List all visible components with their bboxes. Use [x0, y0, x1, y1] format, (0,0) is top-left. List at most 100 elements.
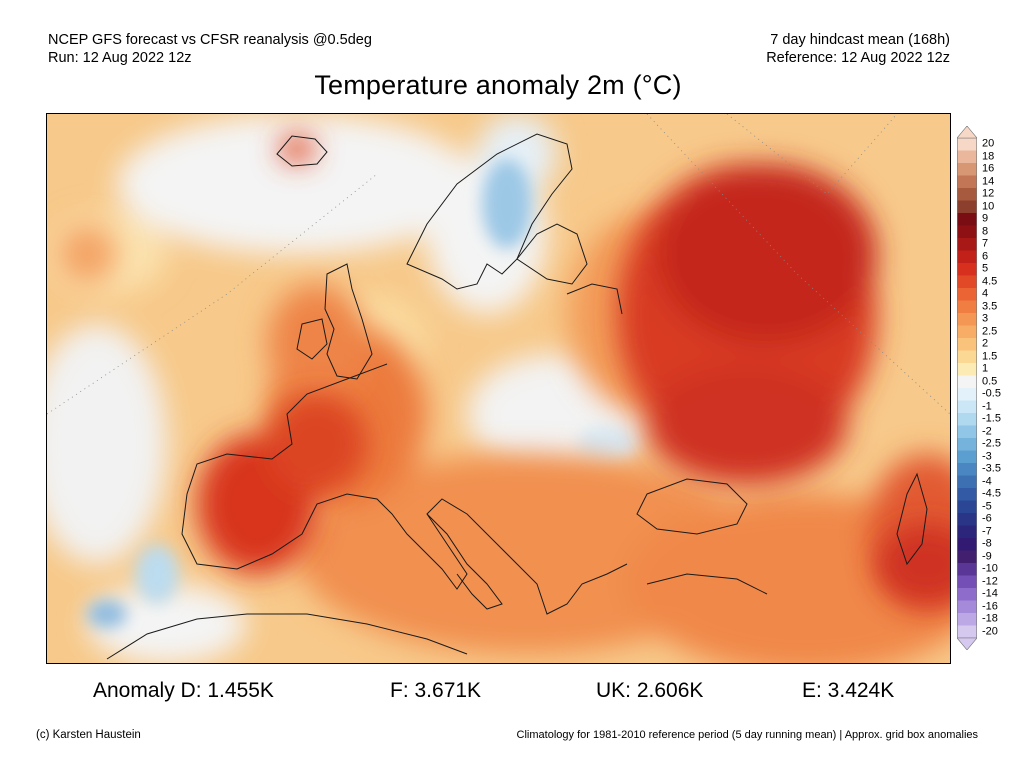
colorbar-label: -3.5: [982, 462, 1001, 475]
colorbar-label: -20: [982, 625, 998, 638]
run-time: Run: 12 Aug 2022 12z: [48, 50, 192, 66]
colorbar-label: -7: [982, 525, 992, 538]
colorbar-swatch: [957, 163, 977, 176]
colorbar-swatch: [957, 275, 977, 289]
copyright: (c) Karsten Haustein: [36, 729, 141, 741]
colorbar-swatches: [957, 137, 977, 639]
model-description: NCEP GFS forecast vs CFSR reanalysis @0.…: [48, 32, 372, 48]
colorbar-label: 14: [982, 175, 995, 188]
colorbar-swatch: [957, 450, 977, 464]
colorbar-label: -3: [982, 450, 992, 463]
map-title: Temperature anomaly 2m (°C): [314, 70, 682, 100]
colorbar-swatch: [957, 338, 977, 351]
colorbar-label: 3: [982, 312, 989, 325]
colorbar-swatch: [957, 525, 977, 539]
colorbar-label: -8: [982, 537, 992, 550]
colorbar-label: -14: [982, 587, 998, 600]
colorbar-swatch: [957, 500, 977, 514]
regional-anomalies: Anomaly D: 1.455K F: 3.671K UK: 2.606K E…: [0, 679, 1024, 707]
colorbar: [957, 126, 977, 650]
colorbar-swatch: [957, 250, 977, 264]
colorbar-swatch: [957, 313, 977, 326]
hot-cores: [197, 135, 950, 604]
colorbar-swatch: [957, 263, 977, 276]
climatology-note: Climatology for 1981-2010 reference peri…: [516, 729, 978, 741]
header-right: 7 day hindcast mean (168h) Reference: 12…: [766, 31, 950, 67]
cold-pockets: [87, 159, 637, 628]
colorbar-label: -1.5: [982, 412, 1001, 425]
colorbar-swatch: [957, 363, 977, 376]
colorbar-label: 16: [982, 162, 995, 175]
colorbar-swatch: [957, 225, 977, 239]
colorbar-swatch: [957, 300, 977, 314]
colorbar-label: 2.5: [982, 325, 998, 338]
colorbar-label: -0.5: [982, 387, 1001, 400]
colorbar-swatch: [957, 575, 977, 589]
colorbar-label: -9: [982, 550, 992, 563]
colorbar-label: -4: [982, 475, 992, 488]
colorbar-swatch: [957, 475, 977, 489]
colorbar-swatch: [957, 400, 977, 414]
anomaly-map-canvas: [47, 114, 950, 663]
colorbar-swatch: [957, 488, 977, 501]
colorbar-swatch: [957, 150, 977, 164]
colorbar-label: -5: [982, 500, 992, 513]
colorbar-label: -10: [982, 562, 998, 575]
colorbar-swatch: [957, 600, 977, 614]
colorbar-label: -12: [982, 575, 998, 588]
colorbar-swatch: [957, 138, 977, 151]
colorbar-label: 18: [982, 150, 995, 163]
colorbar-labels: 20 18 16 14 12 10 9 8 7 6 5 4.5 4 3.5 3 2.5 2 1.5 1 0.5 -0.5…: [982, 126, 1024, 650]
colorbar-label: 4.5: [982, 275, 998, 288]
colorbar-label: -6: [982, 512, 992, 525]
colorbar-label: 12: [982, 187, 995, 200]
colorbar-swatch: [957, 288, 977, 301]
colorbar-swatch: [957, 425, 977, 439]
colorbar-label: 0.5: [982, 375, 998, 388]
colorbar-label: -2.5: [982, 437, 1001, 450]
colorbar-swatch: [957, 375, 977, 389]
anomaly-uk: UK: 2.606K: [596, 679, 704, 702]
colorbar-label: 7: [982, 237, 989, 250]
header-left: NCEP GFS forecast vs CFSR reanalysis @0.…: [48, 31, 372, 67]
colorbar-label: 6: [982, 250, 989, 263]
reference-time: Reference: 12 Aug 2022 12z: [766, 50, 950, 66]
anomaly-map: [46, 113, 951, 664]
coastlines: [106, 133, 928, 660]
hindcast-description: 7 day hindcast mean (168h): [770, 32, 950, 48]
colorbar-label: 8: [982, 225, 989, 238]
colorbar-label: -18: [982, 612, 998, 625]
colorbar-swatch: [957, 388, 977, 401]
colorbar-label: -2: [982, 425, 992, 438]
anomaly-germany: Anomaly D: 1.455K: [93, 679, 274, 702]
colorbar-swatch: [957, 588, 977, 601]
colorbar-swatch: [957, 463, 977, 476]
anomaly-france: F: 3.671K: [390, 679, 482, 702]
colorbar-label: -1: [982, 400, 992, 413]
colorbar-swatch: [957, 438, 977, 451]
colorbar-top-arrow: [957, 126, 977, 139]
colorbar-label: 1.5: [982, 350, 998, 363]
colorbar-swatch: [957, 413, 977, 426]
colorbar-swatch: [957, 325, 977, 339]
colorbar-label: -4.5: [982, 487, 1001, 500]
colorbar-swatch: [957, 613, 977, 626]
colorbar-label: 5: [982, 262, 989, 275]
colorbar-label: 20: [982, 137, 995, 150]
colorbar-label: 2: [982, 337, 989, 350]
colorbar-swatch: [957, 175, 977, 189]
colorbar-swatch: [957, 625, 977, 639]
colorbar-swatch: [957, 213, 977, 226]
colorbar-swatch: [957, 563, 977, 576]
colorbar-label: 10: [982, 200, 995, 213]
colorbar-swatch: [957, 200, 977, 214]
colorbar-swatch: [957, 513, 977, 526]
colorbar-swatch: [957, 350, 977, 364]
colorbar-label: 3.5: [982, 300, 998, 313]
colorbar-label: 4: [982, 287, 989, 300]
colorbar-bottom-arrow: [957, 637, 977, 650]
colorbar-label: 9: [982, 212, 989, 225]
colorbar-swatch: [957, 550, 977, 564]
anomaly-spain: E: 3.424K: [802, 679, 895, 702]
colorbar-swatch: [957, 538, 977, 551]
